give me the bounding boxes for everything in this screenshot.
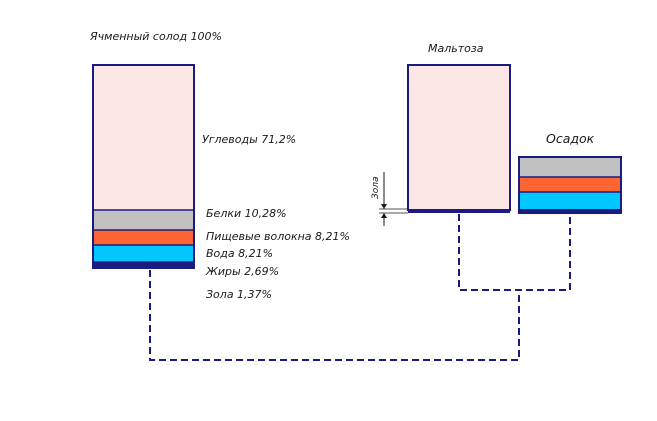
carbs-label: Углеводы 71,2%	[202, 133, 296, 146]
maltose-ash-label: Зола	[371, 176, 381, 199]
arrow-up-icon	[381, 213, 387, 218]
sediment-water-segment	[519, 192, 621, 209]
proteins-segment	[93, 210, 194, 230]
sediment-column	[518, 156, 622, 214]
proteins-label: Белки 10,28%	[206, 207, 287, 220]
maltose-body	[407, 64, 511, 211]
water-segment	[93, 245, 194, 262]
sediment-fiber-segment	[519, 177, 621, 192]
ash-dimension: Зола	[371, 172, 408, 226]
maltose-ash-layer	[408, 209, 510, 213]
malt-column	[92, 64, 195, 269]
maltose-label: Мальтоза	[428, 42, 484, 55]
ash-label: Зола 1,37%	[206, 288, 272, 301]
sediment-label: Осадок	[546, 131, 595, 146]
carbs-segment	[93, 65, 194, 210]
malt-title: Ячменный солод 100%	[89, 30, 222, 43]
fiber-label: Пищевые волокна 8,21%	[206, 230, 350, 243]
fiber-segment	[93, 230, 194, 245]
maltose-column	[407, 64, 511, 213]
water-label: Вода 8,21%	[206, 247, 273, 260]
malt-to-products-line	[149, 270, 520, 361]
sediment-proteins-segment	[519, 157, 621, 177]
fats-label: Жиры 2,69%	[205, 265, 279, 278]
sediment-fats-segment	[519, 209, 621, 213]
sediment-column-frame	[518, 156, 622, 214]
products-branch-line	[458, 214, 571, 291]
fats-segment	[93, 262, 194, 268]
flow-lines	[149, 214, 571, 361]
malt-column-frame	[92, 64, 195, 269]
arrow-down-icon	[381, 204, 387, 209]
